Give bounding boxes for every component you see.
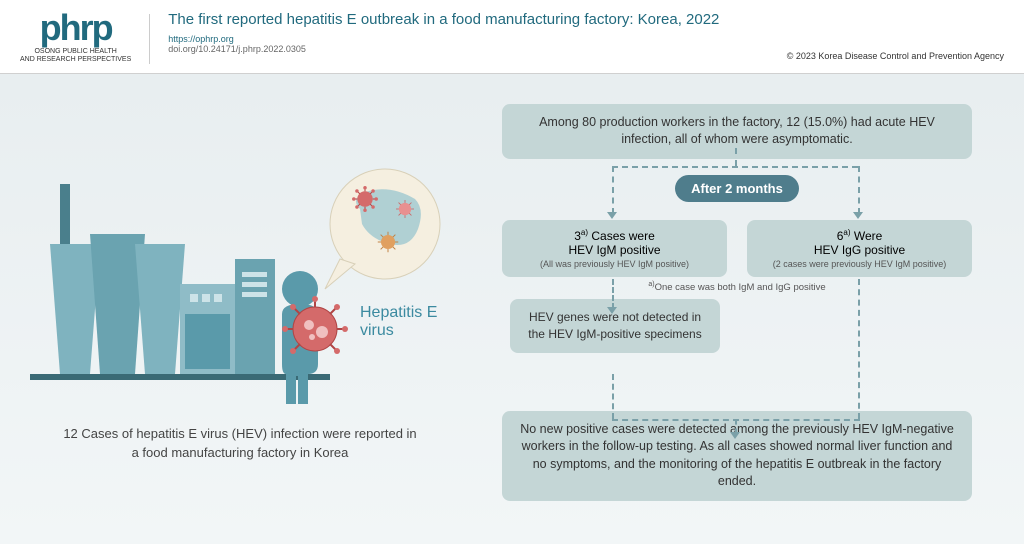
connector: [612, 279, 614, 309]
factory-illustration: Hepatitis E virus: [30, 114, 450, 414]
logo: phrp OSONG PUBLIC HEALTH AND RESEARCH PE…: [20, 10, 131, 65]
note-text: One case was both IgM and IgG positive: [655, 282, 826, 293]
left-panel: Hepatitis E virus 12 Cases of hepatitis …: [0, 74, 470, 544]
igm-line1: Cases were: [588, 229, 655, 243]
igm-sup: a): [581, 228, 588, 237]
header-divider: [149, 14, 150, 64]
logo-text: phrp: [40, 10, 112, 46]
page-title: The first reported hepatitis E outbreak …: [168, 10, 768, 30]
footnote: a)One case was both IgM and IgG positive: [502, 281, 972, 293]
flow-row-results: 3a) Cases were HEV IgM positive (All was…: [502, 220, 972, 277]
connector: [858, 279, 860, 419]
logo-subtitle: OSONG PUBLIC HEALTH AND RESEARCH PERSPEC…: [20, 48, 131, 65]
url-link[interactable]: https://ophrp.org: [168, 34, 768, 44]
connector: [735, 148, 737, 166]
flow-box-summary: Among 80 production workers in the facto…: [502, 104, 972, 159]
igg-line2: HEV IgG positive: [814, 243, 905, 257]
igg-line1: Were: [851, 229, 883, 243]
flowchart: Among 80 production workers in the facto…: [470, 74, 1024, 544]
virus-label: Hepatitis E virus: [360, 304, 450, 340]
arrow-icon: [607, 307, 617, 314]
flow-box-conclusion: No new positive cases were detected amon…: [502, 411, 972, 501]
igg-sub: (2 cases were previously HEV IgM positiv…: [757, 259, 962, 269]
connector: [612, 374, 614, 419]
doi-text: doi.org/10.24171/j.phrp.2022.0305: [168, 44, 768, 54]
arrow-icon: [730, 432, 740, 439]
title-block: The first reported hepatitis E outbreak …: [168, 10, 768, 54]
copyright: © 2023 Korea Disease Control and Prevent…: [787, 51, 1004, 61]
connector: [612, 166, 858, 168]
igm-line2: HEV IgM positive: [568, 243, 660, 257]
time-badge: After 2 months: [675, 175, 799, 202]
igm-sub: (All was previously HEV IgM positive): [512, 259, 717, 269]
igm-count: 3: [574, 229, 581, 243]
arrow-icon: [853, 212, 863, 219]
flow-box-igg: 6a) Were HEV IgG positive (2 cases were …: [747, 220, 972, 277]
flow-box-igm: 3a) Cases were HEV IgM positive (All was…: [502, 220, 727, 277]
badge-wrap: After 2 months: [502, 175, 972, 202]
left-caption: 12 Cases of hepatitis E virus (HEV) infe…: [30, 424, 450, 463]
arrow-icon: [607, 212, 617, 219]
factory-svg: [30, 114, 450, 414]
header: phrp OSONG PUBLIC HEALTH AND RESEARCH PE…: [0, 0, 1024, 74]
main-content: Hepatitis E virus 12 Cases of hepatitis …: [0, 74, 1024, 544]
igg-sup: a): [843, 228, 850, 237]
